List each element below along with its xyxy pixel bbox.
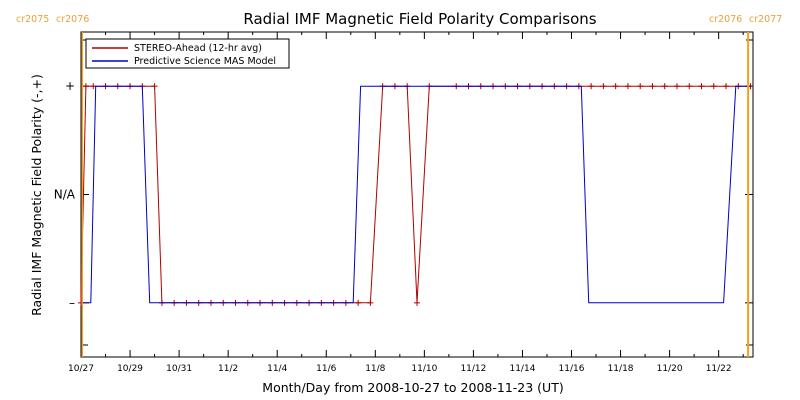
x-tick-label: 11/20 [657,364,683,374]
series-line-mas [81,85,751,304]
data-point [637,83,644,90]
x-tick-label: 11/18 [608,364,634,374]
carrington-left-label-1: cr2075 [16,14,49,25]
data-point [661,83,668,90]
legend-box [85,38,290,69]
plot-frame [80,31,754,358]
data-point [686,83,693,90]
y-tick-label: + [65,79,75,93]
carrington-markers [81,32,750,357]
x-tick-label: 11/14 [509,364,535,374]
data-point [698,83,705,90]
carrington-left-label-2: cr2076 [709,14,742,25]
x-tick-label: 10/27 [68,364,94,374]
data-point [600,83,607,90]
series-line-stereo [80,85,751,304]
data-point [82,83,89,90]
data-point [588,83,595,90]
axis-ticks: 10/27 10/29 10/31 11/2 11/4 11/6 11/8 11/10 11/1… [54,32,753,374]
data-point [414,299,420,306]
data-point [723,83,730,90]
x-tick-label: 11/10 [411,364,437,374]
carrington-right-label-2: cr2077 [749,14,782,25]
y-tick-label: – [69,296,75,310]
legend-label-stereo: STEREO-Ahead (12-hr avg) [134,43,262,54]
x-tick-label: 11/8 [365,364,385,374]
legend: STEREO-Ahead (12-hr avg) Predictive Scie… [85,38,290,69]
x-tick-label: 10/31 [166,364,192,374]
x-tick-label: 11/4 [267,364,287,374]
data-point [710,83,717,90]
data-point [612,83,619,90]
x-tick-label: 11/22 [706,364,732,374]
data-point [151,83,158,90]
series-layer [78,83,754,306]
x-tick-label: 11/16 [559,364,585,374]
y-tick-label: N/A [54,188,76,202]
x-tick-label: 11/2 [218,364,238,374]
data-point [649,83,656,90]
y-axis-label: Radial IMF Magnetic Field Polarity (-,+) [29,74,44,316]
legend-label-mas: Predictive Science MAS Model [134,56,276,67]
data-point [624,83,631,90]
x-tick-label: 11/12 [460,364,486,374]
x-tick-label: 11/6 [316,364,336,374]
carrington-right-label-1: cr2076 [56,14,89,25]
x-axis-label: Month/Day from 2008-10-27 to 2008-11-23 … [262,380,563,395]
data-point [673,83,680,90]
x-tick-label: 10/29 [117,364,143,374]
data-point [367,299,374,306]
chart-title: Radial IMF Magnetic Field Polarity Compa… [243,10,596,28]
data-point [355,299,362,306]
